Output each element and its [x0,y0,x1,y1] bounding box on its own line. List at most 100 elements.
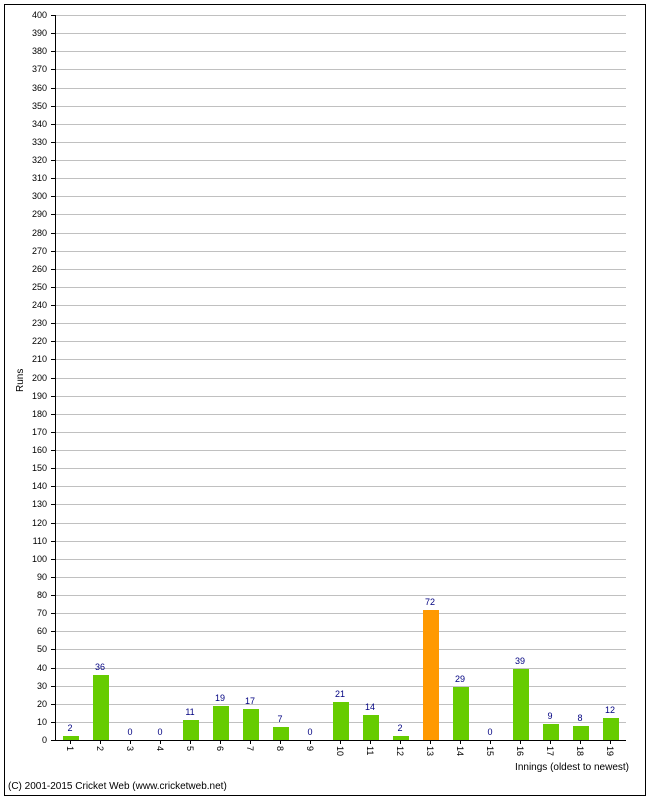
gridline [56,559,626,560]
x-tick [610,740,611,744]
x-tick [580,740,581,744]
x-tick [250,740,251,744]
x-tick-label: 13 [425,746,435,756]
x-tick [550,740,551,744]
y-tick [51,178,55,179]
gridline [56,432,626,433]
bar-value-label: 21 [335,689,345,699]
y-tick-label: 300 [0,191,47,201]
y-tick-label: 170 [0,427,47,437]
y-tick-label: 50 [0,644,47,654]
gridline [56,378,626,379]
x-tick [520,740,521,744]
y-tick-label: 30 [0,681,47,691]
y-tick [51,88,55,89]
bar-value-label: 17 [245,696,255,706]
y-tick [51,559,55,560]
x-tick [100,740,101,744]
bar-value-label: 39 [515,656,525,666]
gridline [56,577,626,578]
x-tick-label: 3 [125,746,135,751]
y-tick [51,414,55,415]
x-tick-label: 7 [245,746,255,751]
y-tick [51,704,55,705]
y-tick [51,722,55,723]
x-tick [490,740,491,744]
y-tick-label: 140 [0,481,47,491]
y-tick [51,577,55,578]
x-tick-label: 11 [365,746,375,755]
bar-value-label: 29 [455,674,465,684]
x-tick [430,740,431,744]
gridline [56,160,626,161]
gridline [56,414,626,415]
y-tick-label: 110 [0,536,47,546]
gridline [56,88,626,89]
bar-value-label: 19 [215,693,225,703]
bar-value-label: 36 [95,662,105,672]
y-tick-label: 380 [0,46,47,56]
y-tick-label: 70 [0,608,47,618]
y-tick [51,214,55,215]
y-tick-label: 200 [0,373,47,383]
x-tick [370,740,371,744]
gridline [56,468,626,469]
y-tick-label: 220 [0,336,47,346]
x-tick [400,740,401,744]
gridline [56,595,626,596]
bar-value-label: 0 [157,727,162,737]
bar-value-label: 11 [185,707,194,717]
y-tick-label: 10 [0,717,47,727]
y-tick [51,51,55,52]
gridline [56,541,626,542]
x-axis-title: Innings (oldest to newest) [515,762,629,773]
gridline [56,523,626,524]
y-tick-label: 180 [0,409,47,419]
gridline [56,686,626,687]
y-tick-label: 370 [0,64,47,74]
bar-value-label: 0 [307,727,312,737]
y-tick-label: 80 [0,590,47,600]
y-tick-label: 320 [0,155,47,165]
y-tick [51,378,55,379]
y-tick [51,523,55,524]
y-tick-label: 190 [0,391,47,401]
gridline [56,69,626,70]
y-tick [51,740,55,741]
gridline [56,106,626,107]
y-tick [51,142,55,143]
x-tick-label: 8 [275,746,285,751]
bar-value-label: 7 [277,714,282,724]
y-tick-label: 40 [0,663,47,673]
bar [423,610,440,741]
plot-area [55,15,626,741]
x-tick-label: 1 [65,746,75,751]
x-tick-label: 12 [395,746,405,756]
y-tick-label: 20 [0,699,47,709]
x-tick [130,740,131,744]
y-tick [51,196,55,197]
y-tick-label: 100 [0,554,47,564]
gridline [56,359,626,360]
gridline [56,305,626,306]
y-tick-label: 120 [0,518,47,528]
gridline [56,15,626,16]
x-tick-label: 15 [485,746,495,756]
y-tick [51,287,55,288]
bar [363,715,380,740]
x-tick [310,740,311,744]
x-tick-label: 2 [95,746,105,751]
y-tick-label: 290 [0,209,47,219]
y-tick [51,595,55,596]
gridline [56,51,626,52]
bar-value-label: 8 [577,713,582,723]
x-tick-label: 10 [335,746,345,756]
y-tick-label: 390 [0,28,47,38]
y-tick [51,69,55,70]
y-tick-label: 130 [0,499,47,509]
y-tick-label: 160 [0,445,47,455]
gridline [56,323,626,324]
gridline [56,631,626,632]
gridline [56,142,626,143]
bar [543,724,560,740]
